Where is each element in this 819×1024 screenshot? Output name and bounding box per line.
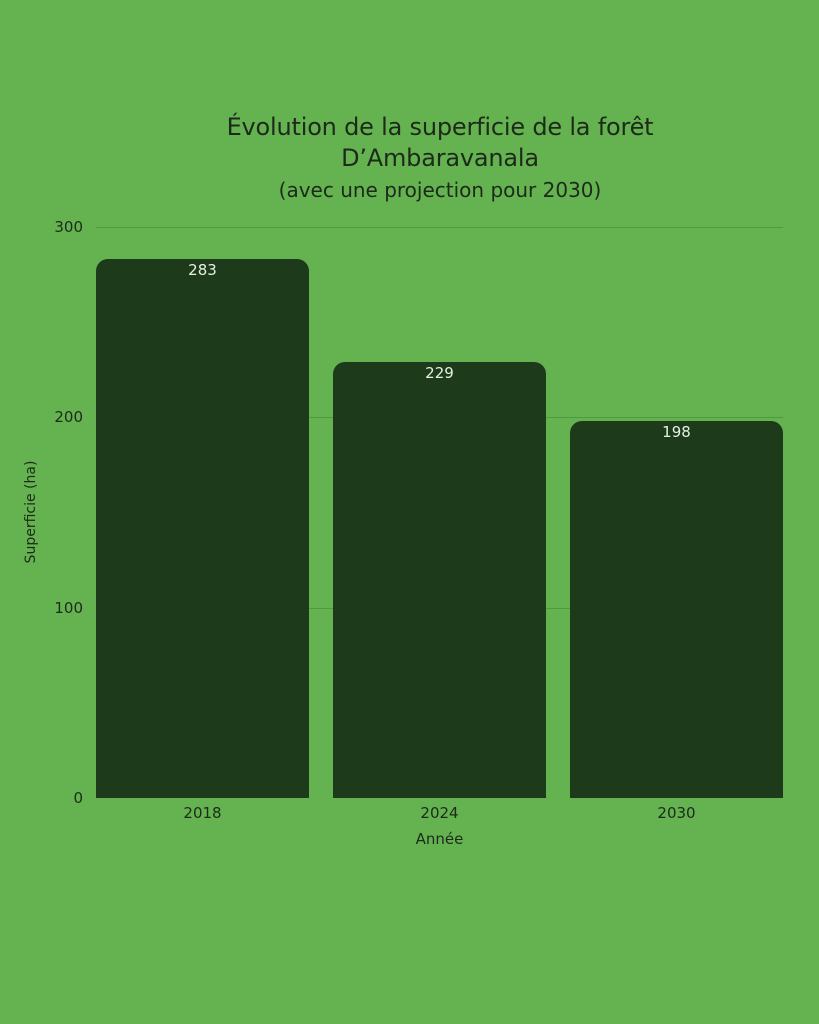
y-tick-300: 300 <box>54 218 83 236</box>
bar-2024: 229 <box>333 362 546 798</box>
chart-title: Évolution de la superficie de la forêt D… <box>0 112 819 174</box>
bar-value-label: 283 <box>188 261 217 279</box>
bar-value-label: 198 <box>662 423 691 441</box>
x-axis-label: Année <box>415 830 464 848</box>
bar-value-label: 229 <box>425 364 454 382</box>
x-tick-2030: 2030 <box>657 804 696 822</box>
y-tick-100: 100 <box>54 599 83 617</box>
bar-2030: 198 <box>570 421 783 798</box>
y-tick-0: 0 <box>73 789 83 807</box>
x-tick-2024: 2024 <box>420 804 459 822</box>
y-tick-200: 200 <box>54 408 83 426</box>
y-axis-label: Superficie (ha) <box>23 460 39 564</box>
chart-title-line-1: Évolution de la superficie de la forêt <box>226 113 654 141</box>
gridline-300 <box>96 227 783 228</box>
chart-title-line-2: D’Ambaravanala <box>341 144 539 172</box>
bar-2018: 283 <box>96 259 309 798</box>
chart-subtitle: (avec une projection pour 2030) <box>278 178 602 202</box>
x-tick-2018: 2018 <box>183 804 222 822</box>
plot-area: 283 229 198 <box>96 227 783 798</box>
